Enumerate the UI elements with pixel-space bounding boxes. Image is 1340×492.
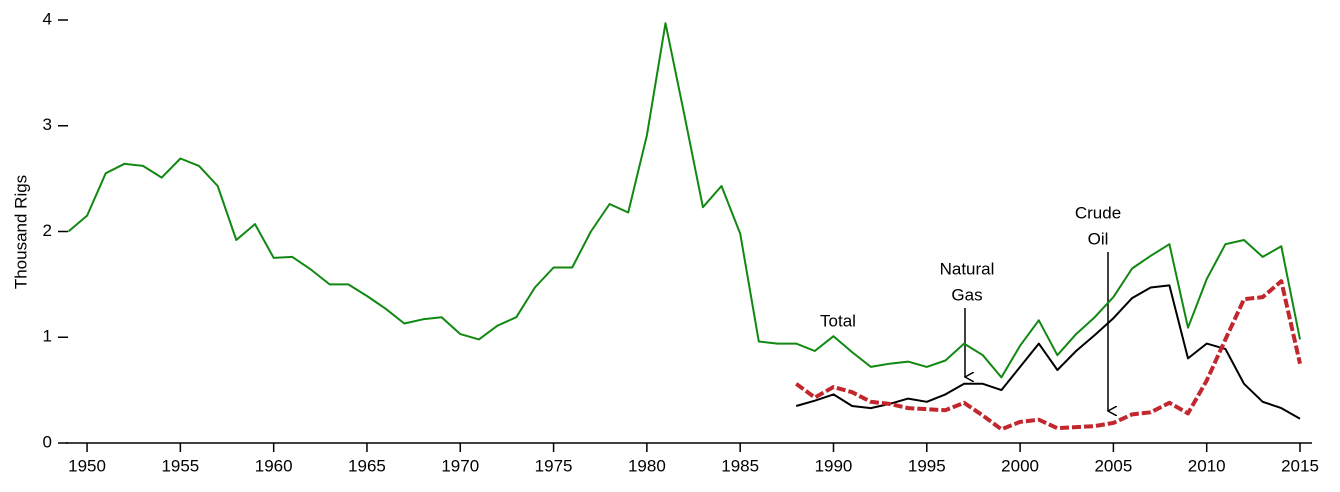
x-tick-label: 1995	[908, 456, 946, 475]
annotation: Crude	[1075, 203, 1121, 222]
x-tick-label: 2010	[1188, 456, 1226, 475]
y-axis-label: Thousand Rigs	[11, 175, 30, 289]
annotation: Gas	[951, 285, 982, 304]
annotation: Natural	[940, 259, 995, 278]
x-tick-label: 2005	[1094, 456, 1132, 475]
x-tick-label: 2015	[1281, 456, 1319, 475]
line-series	[67, 22, 1301, 379]
annotation: Total	[820, 311, 856, 330]
x-tick-label: 1970	[441, 456, 479, 475]
annotation: Oil	[1088, 229, 1109, 248]
y-tick-label: 3	[43, 115, 52, 134]
x-tick-label: 1955	[161, 456, 199, 475]
y-tick-label: 2	[43, 221, 52, 240]
y-tick-label: 0	[43, 432, 52, 451]
line-series	[795, 279, 1302, 432]
line-series	[795, 284, 1301, 420]
y-tick-label: 4	[43, 9, 52, 28]
x-tick-label: 1980	[628, 456, 666, 475]
x-tick-label: 1950	[68, 456, 106, 475]
x-tick-label: 2000	[1001, 456, 1039, 475]
x-tick-label: 1990	[815, 456, 853, 475]
x-tick-label: 1985	[721, 456, 759, 475]
x-tick-label: 1975	[535, 456, 573, 475]
y-tick-label: 1	[43, 327, 52, 346]
x-tick-label: 1960	[255, 456, 293, 475]
x-tick-label: 1965	[348, 456, 386, 475]
